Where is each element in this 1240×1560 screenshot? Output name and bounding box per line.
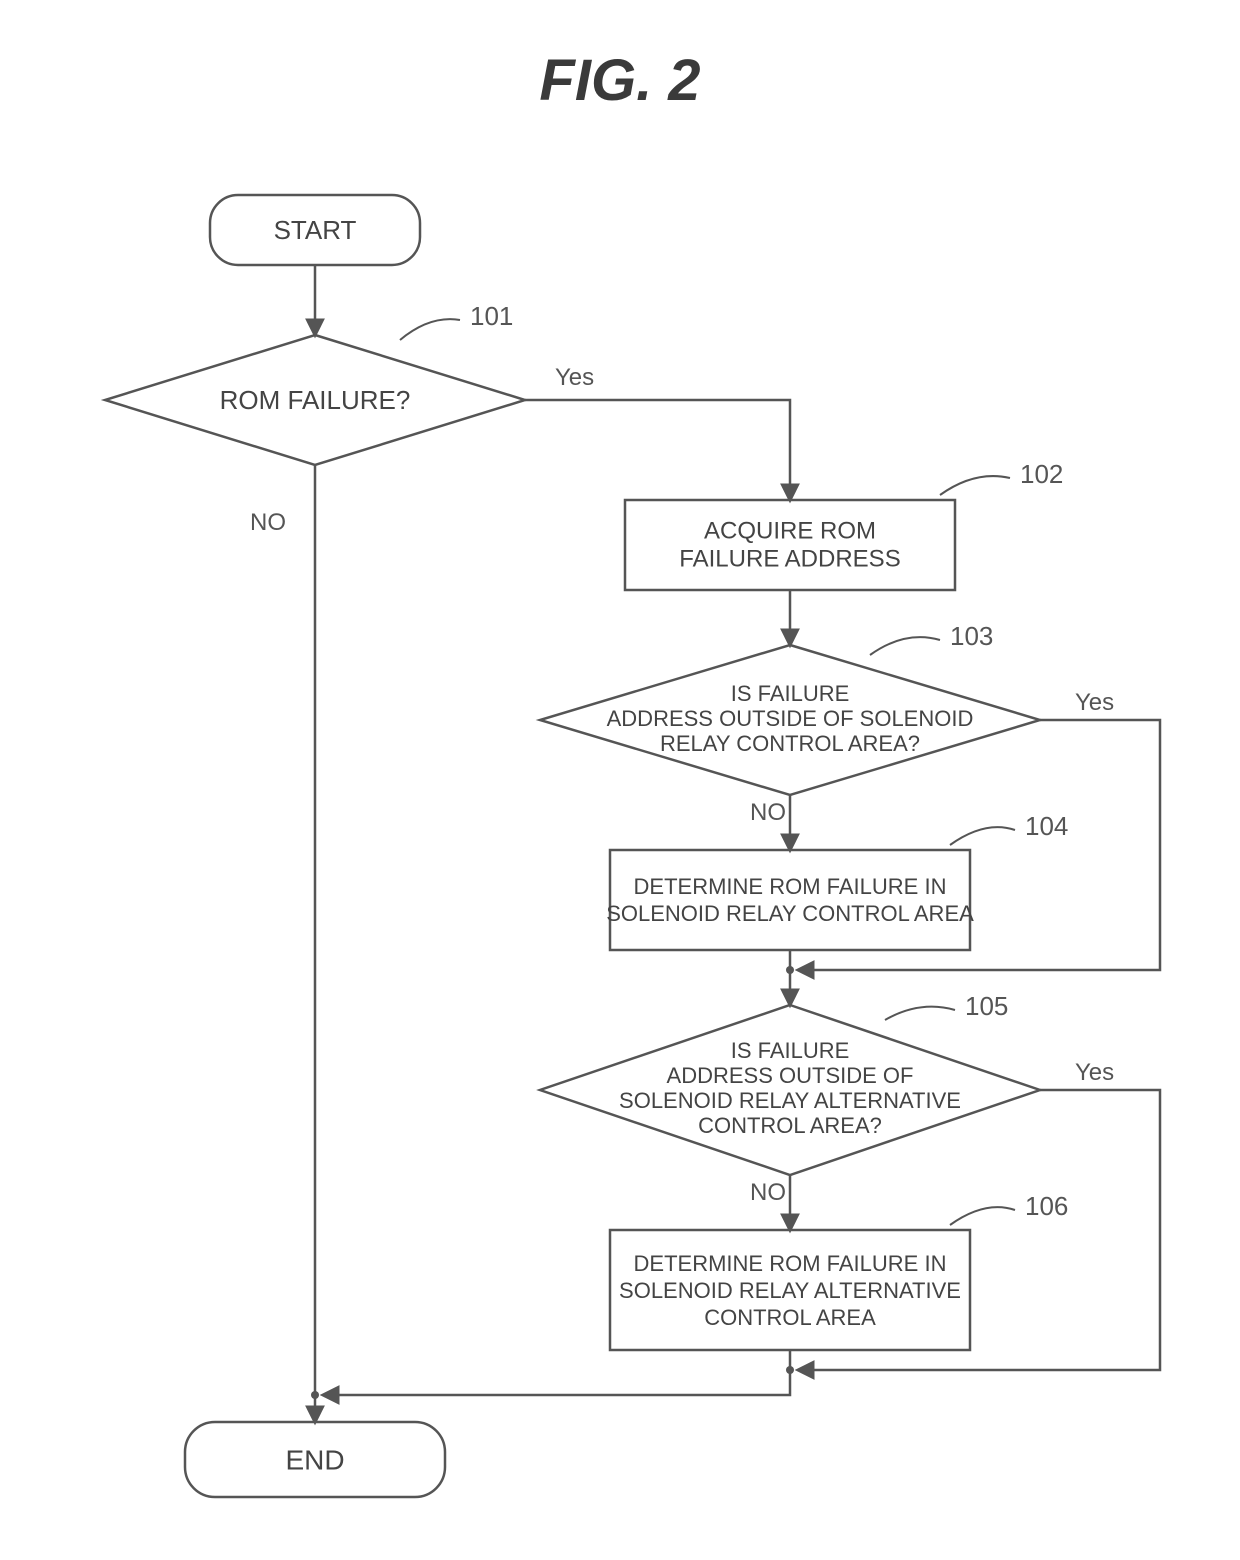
ref-leader-101 <box>400 319 460 340</box>
d103-no-label: NO <box>750 799 786 826</box>
ref-105: 105 <box>965 991 1008 1021</box>
d105-no-label: NO <box>750 1179 786 1206</box>
end-label: END <box>285 1444 344 1475</box>
figure-title: FIG. 2 <box>539 48 700 113</box>
d103-l3: RELAY CONTROL AREA? <box>660 731 920 756</box>
d105-yes-label: Yes <box>1075 1059 1114 1086</box>
process-102-l2: FAILURE ADDRESS <box>679 545 900 572</box>
ref-leader-106 <box>950 1207 1015 1225</box>
edge-d103-yes <box>798 720 1160 970</box>
d105-l3: SOLENOID RELAY ALTERNATIVE <box>619 1088 961 1113</box>
d105-l4: CONTROL AREA? <box>698 1113 882 1138</box>
edge-p106-merge <box>323 1350 790 1395</box>
junction-after-104 <box>786 966 794 974</box>
d103-l1: IS FAILURE <box>731 681 850 706</box>
d101-no-label: NO <box>250 509 286 536</box>
ref-104: 104 <box>1025 811 1068 841</box>
ref-101: 101 <box>470 301 513 331</box>
d101-yes-label: Yes <box>555 364 594 391</box>
ref-102: 102 <box>1020 459 1063 489</box>
d103-l2: ADDRESS OUTSIDE OF SOLENOID <box>607 706 974 731</box>
ref-leader-103 <box>870 637 940 655</box>
junction-after-106 <box>786 1366 794 1374</box>
edge-d101-p102 <box>525 400 790 500</box>
p104-l2: SOLENOID RELAY CONTROL AREA <box>606 901 974 926</box>
p106-l1: DETERMINE ROM FAILURE IN <box>634 1251 947 1276</box>
decision-101-label: ROM FAILURE? <box>220 385 411 415</box>
p106-l3: CONTROL AREA <box>704 1305 876 1330</box>
d105-l1: IS FAILURE <box>731 1038 850 1063</box>
d105-l2: ADDRESS OUTSIDE OF <box>667 1063 914 1088</box>
flowchart-canvas: FIG. 2 START ROM FAILURE? 101 Yes NO ACQ… <box>0 0 1240 1560</box>
process-102-l1: ACQUIRE ROM <box>704 517 876 544</box>
junction-main-merge <box>311 1391 319 1399</box>
ref-leader-104 <box>950 827 1015 845</box>
ref-106: 106 <box>1025 1191 1068 1221</box>
d103-yes-label: Yes <box>1075 689 1114 716</box>
p104-l1: DETERMINE ROM FAILURE IN <box>634 874 947 899</box>
ref-leader-102 <box>940 476 1010 495</box>
start-label: START <box>274 215 357 245</box>
p106-l2: SOLENOID RELAY ALTERNATIVE <box>619 1278 961 1303</box>
ref-leader-105 <box>885 1007 955 1020</box>
ref-103: 103 <box>950 621 993 651</box>
